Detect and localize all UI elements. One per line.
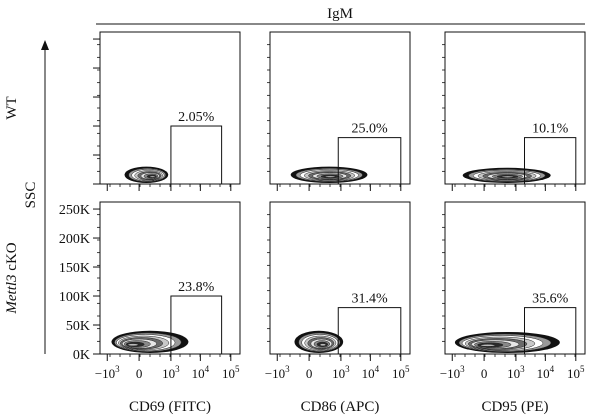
gate-rectangle (524, 137, 577, 185)
x-tick-base: 10 (332, 366, 345, 381)
x-tick-exponent: 3 (115, 364, 120, 374)
contour-level (149, 175, 156, 178)
x-tick-base: 10 (192, 366, 205, 381)
y-tick-label: 200K (59, 232, 90, 247)
gate-rectangle (170, 295, 223, 355)
y-tick-label: 250K (59, 203, 90, 218)
x-tick-base: 10 (567, 366, 580, 381)
panels-layer: 2.05% 25.0% 10.1% 23.8% 31.4% 35.6% (97, 31, 586, 357)
x-axis-label: CD95 (PE) (481, 399, 548, 415)
row-label-cko-text: cKO (4, 242, 20, 270)
gate-percent-label: 23.8% (178, 280, 215, 295)
plot-frame (269, 31, 411, 185)
x-tick-label: −103 (265, 364, 290, 381)
gate-rectangle (170, 125, 223, 185)
x-axis-label: CD86 (APC) (301, 399, 380, 415)
ssc-arrow-head (41, 40, 49, 50)
x-tick-base: 0 (306, 366, 313, 381)
gate-percent-label: 25.0% (351, 122, 388, 137)
x-tick-label: −103 (95, 364, 120, 381)
x-tick-label: 0 (481, 366, 488, 381)
x-tick-label: 105 (567, 364, 585, 381)
x-tick-exponent: 4 (205, 364, 210, 374)
x-tick-exponent: 3 (460, 364, 465, 374)
x-tick-exponent: 5 (580, 364, 585, 374)
x-tick-exponent: 3 (345, 364, 350, 374)
x-tick-base: 10 (537, 366, 550, 381)
x-tick-label: 105 (222, 364, 240, 381)
x-tick-exponent: 3 (285, 364, 290, 374)
x-tick-base: 0 (481, 366, 488, 381)
x-tick-label: 0 (136, 366, 143, 381)
x-tick-exponent: 5 (235, 364, 240, 374)
gate-rectangle (337, 137, 402, 185)
contour-level (480, 344, 496, 347)
row-label-wt: WT (4, 96, 20, 119)
contour-level (127, 343, 139, 347)
x-tick-label: 104 (537, 364, 555, 381)
gate-rectangle (524, 307, 577, 355)
x-axis-label: CD69 (FITC) (129, 399, 211, 415)
y-tick-label: 50K (66, 319, 90, 334)
x-tick-label: 0 (306, 366, 313, 381)
gate-percent-label: 31.4% (351, 292, 388, 307)
x-tick-base: 10 (392, 366, 405, 381)
x-tick-label: 103 (507, 364, 525, 381)
x-tick-base: 0 (136, 366, 143, 381)
x-tick-label: −103 (440, 364, 465, 381)
y-tick-label: 0K (73, 348, 90, 363)
contour-level (319, 343, 326, 347)
x-tick-exponent: 3 (175, 364, 180, 374)
x-tick-base: −10 (95, 366, 115, 381)
plot-frame (99, 31, 241, 185)
x-tick-label: 104 (362, 364, 380, 381)
x-tick-base: 10 (507, 366, 520, 381)
chart-title: IgM (327, 6, 353, 22)
x-tick-label: 103 (162, 364, 180, 381)
x-tick-exponent: 4 (550, 364, 555, 374)
x-tick-exponent: 3 (520, 364, 525, 374)
y-axis-label: SSC (23, 182, 39, 209)
y-tick-label: 150K (59, 261, 90, 276)
x-tick-label: 103 (332, 364, 350, 381)
y-tick-label: 100K (59, 290, 90, 305)
plot-frame (444, 201, 586, 355)
x-tick-base: −10 (440, 366, 460, 381)
gate-percent-label: 2.05% (178, 110, 215, 125)
x-tick-label: 105 (392, 364, 410, 381)
contour-level (501, 175, 514, 178)
x-tick-exponent: 4 (375, 364, 380, 374)
x-tick-base: 10 (162, 366, 175, 381)
x-tick-base: 10 (222, 366, 235, 381)
contour-level (324, 175, 336, 178)
row-label-cko: Mettl3 cKO (4, 242, 20, 314)
x-tick-exponent: 5 (405, 364, 410, 374)
row-label-wt-text: WT (4, 96, 20, 119)
gate-percent-label: 35.6% (532, 292, 569, 307)
x-tick-base: 10 (362, 366, 375, 381)
plot-frame (269, 201, 411, 355)
gate-rectangle (337, 307, 402, 355)
x-tick-base: −10 (265, 366, 285, 381)
x-tick-label: 104 (192, 364, 210, 381)
row-label-cko-gene: Mettl3 (4, 274, 20, 314)
gate-percent-label: 10.1% (532, 122, 569, 137)
plot-frame (444, 31, 586, 185)
plot-frame (99, 201, 241, 355)
